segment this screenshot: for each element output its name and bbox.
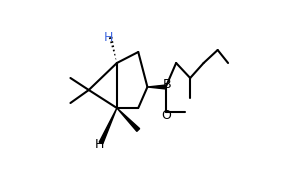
Text: O: O: [161, 109, 171, 122]
Text: B: B: [162, 78, 171, 91]
Polygon shape: [117, 108, 140, 131]
Polygon shape: [147, 85, 166, 89]
Polygon shape: [99, 108, 117, 144]
Text: H: H: [95, 138, 104, 151]
Text: H: H: [103, 31, 113, 44]
